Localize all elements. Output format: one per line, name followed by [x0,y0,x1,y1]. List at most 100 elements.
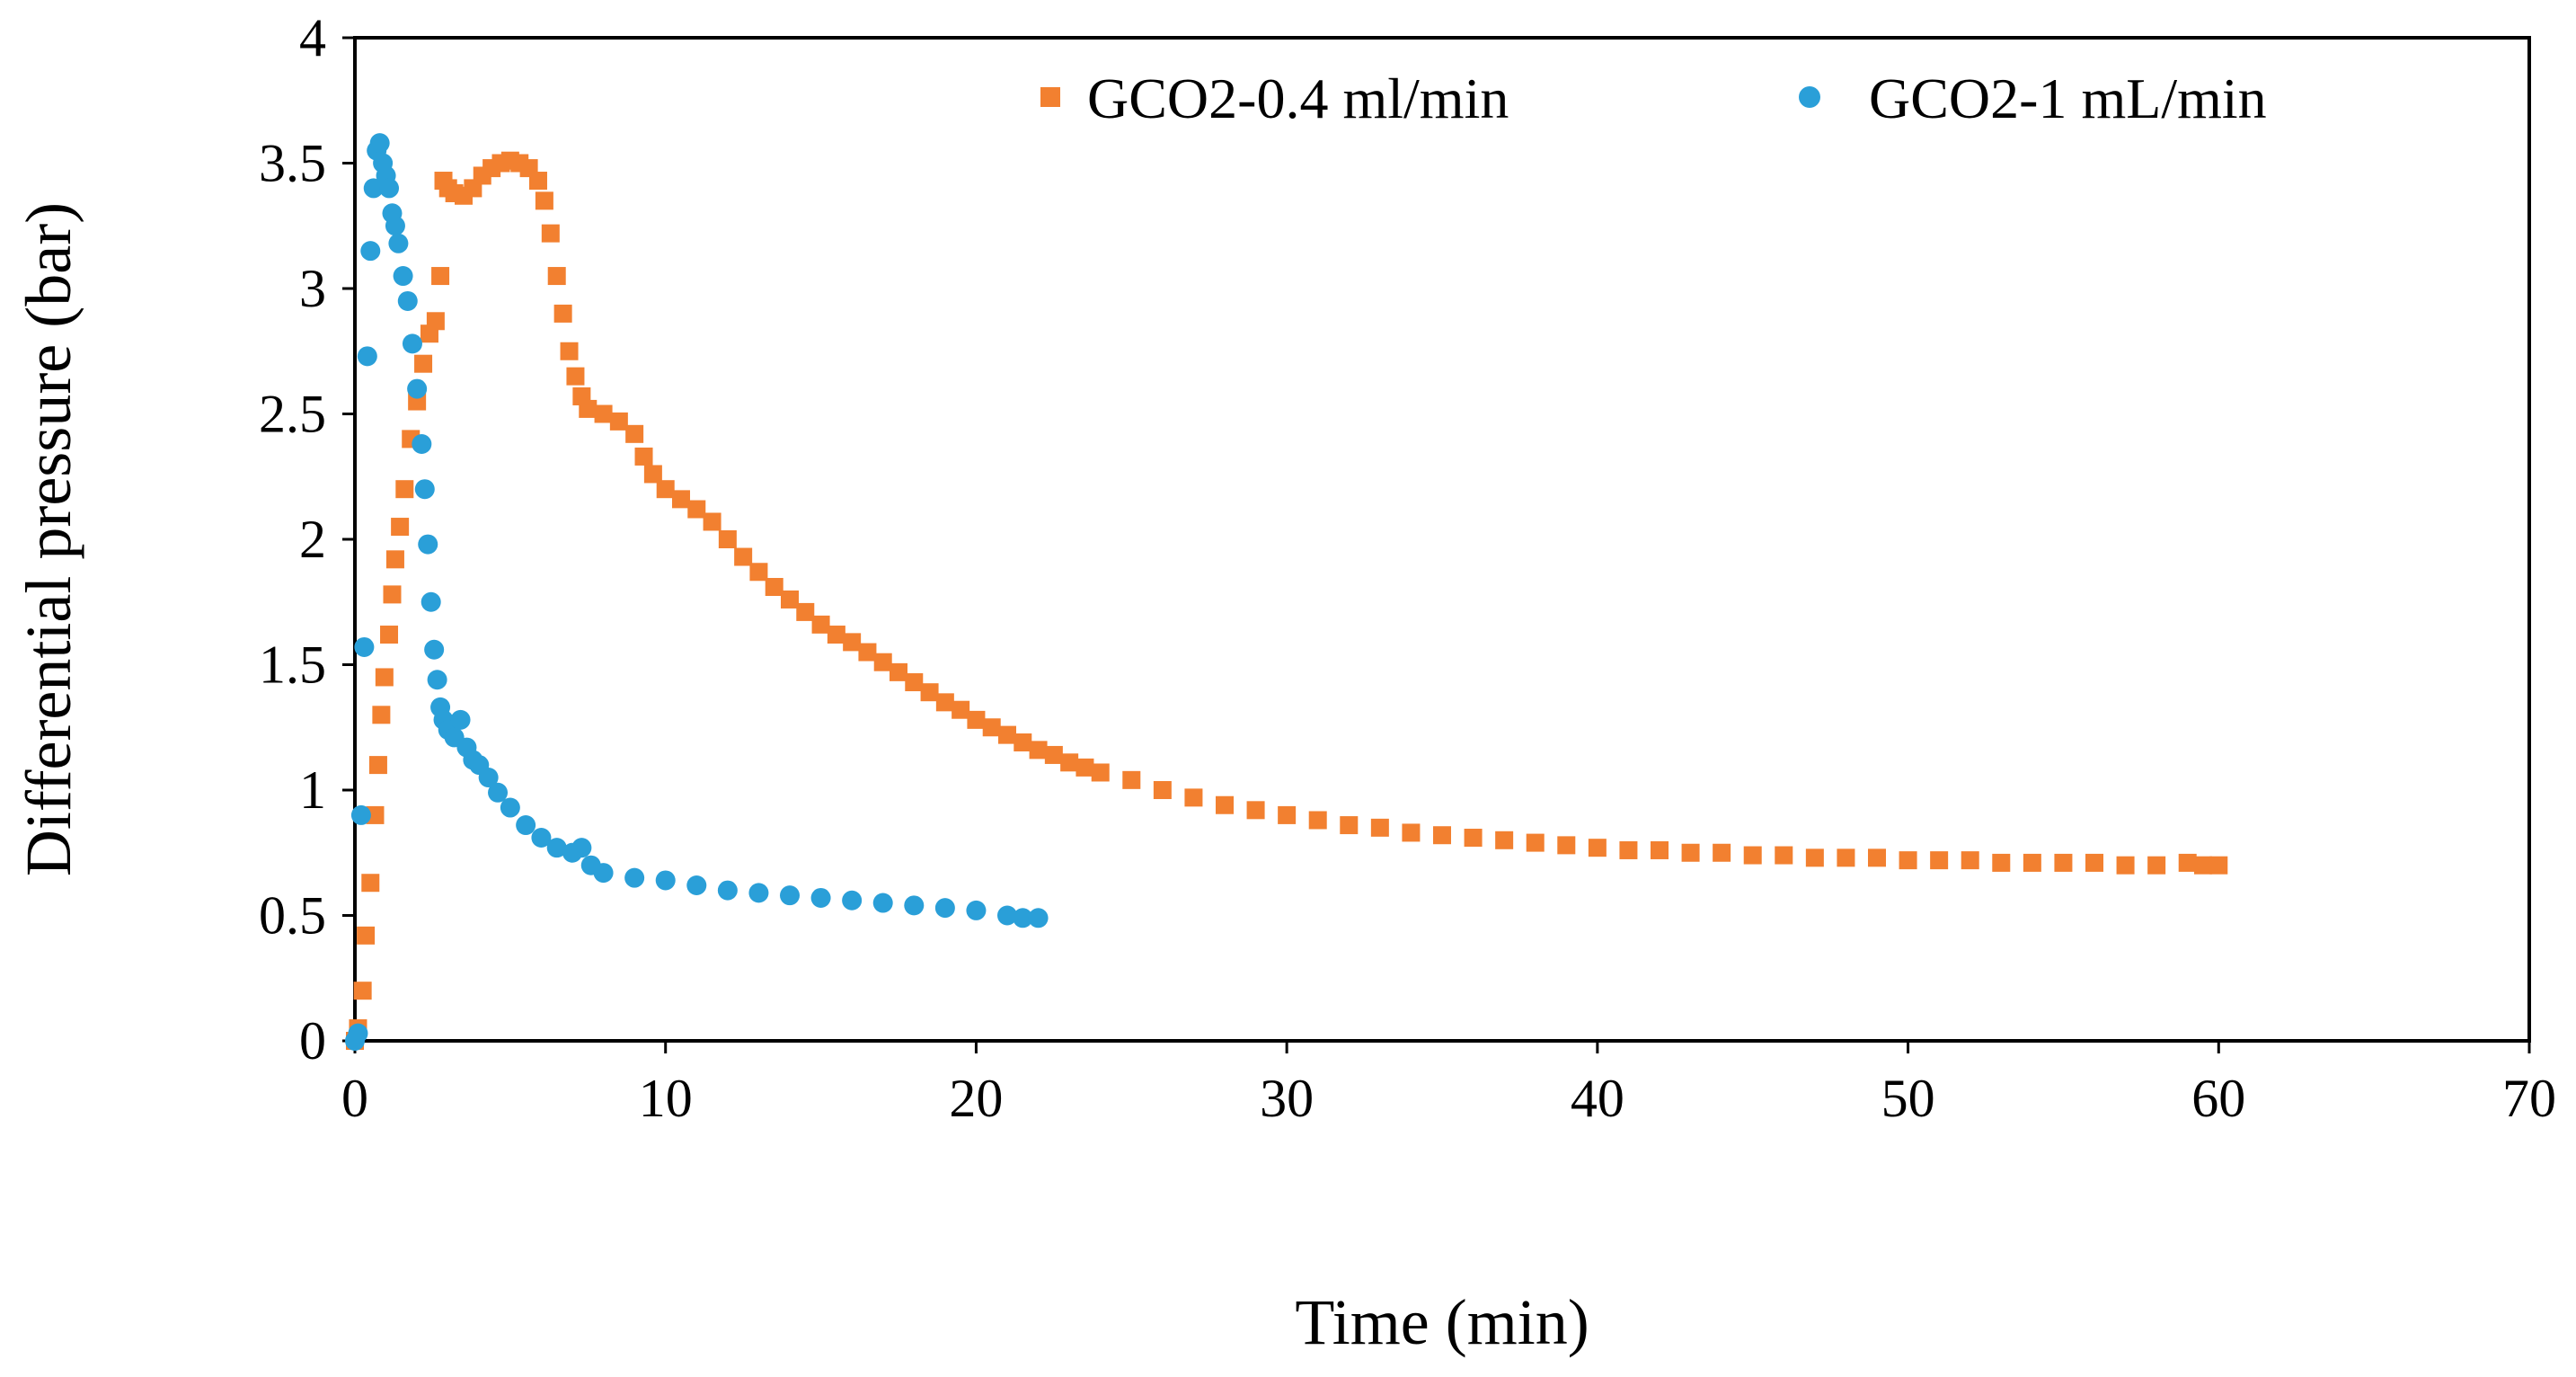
legend-label-series-2: GCO2-1 mL/min [1869,67,2267,130]
data-point [686,875,707,896]
data-point [904,895,925,916]
x-axis-title: Time (min) [1295,1286,1589,1358]
y-tick-label: 0 [299,1011,326,1071]
data-point [2054,853,2073,872]
data-point [920,683,939,702]
data-point [426,312,445,331]
data-point [1370,818,1389,837]
data-point [528,172,547,191]
data-point [796,602,815,621]
data-point [703,512,721,531]
data-point [363,178,384,199]
plot-area-frame [353,36,2531,1043]
data-point [717,880,738,901]
data-point [1122,770,1141,789]
data-point [1495,831,1514,849]
data-point [2178,853,2197,872]
data-point [780,885,800,906]
data-point [414,479,435,500]
data-point [609,412,628,431]
data-point [624,867,645,888]
x-tick-label: 50 [1881,1069,1935,1128]
data-point [1060,753,1079,772]
y-axis-title: Differential pressure (bar) [13,202,84,876]
legend-marker-series-2 [1799,86,1820,108]
data-point [1184,788,1203,807]
data-point [427,670,447,690]
data-point [1246,801,1265,820]
data-point [1868,848,1886,867]
data-point [905,673,924,692]
y-tick-label: 1.5 [259,635,326,695]
data-point [385,550,404,569]
data-point [488,782,509,803]
y-tick-label: 3.5 [259,134,326,193]
data-point [1464,829,1483,848]
data-point [1028,908,1049,928]
legend: GCO2-0.4 ml/min GCO2-1 mL/min [1040,67,2267,130]
data-point [765,578,783,597]
data-point [414,354,433,373]
axes-layer [353,36,2531,1043]
data-point [383,585,402,604]
data-point [1153,781,1172,799]
data-point [997,905,1017,926]
legend-marker-series-1 [1040,87,1060,107]
y-tick-label: 0.5 [259,886,326,946]
data-point [718,530,737,548]
data-point [1091,763,1110,782]
data-point [366,805,385,824]
data-point [872,893,893,913]
data-point [748,883,769,903]
data-point [553,304,572,323]
data-point [1557,836,1576,855]
data-point [1402,823,1421,842]
data-point [1076,758,1094,777]
data-point [380,626,399,644]
data-point [412,433,432,454]
data-point [982,718,1001,737]
data-point [500,797,520,818]
data-point [998,725,1016,744]
data-point [450,709,471,730]
series-1 [346,151,2228,1050]
data-point [2116,856,2135,875]
data-point [2209,856,2228,875]
data-point [579,399,598,418]
data-point [1619,840,1638,859]
x-tick-label: 0 [341,1069,368,1128]
data-point [388,233,409,253]
data-point [1433,826,1451,845]
data-point [2085,853,2103,872]
data-point [372,706,391,724]
data-point [385,216,405,236]
data-point [625,424,644,443]
data-point [1014,733,1032,751]
data-point [547,267,566,286]
series-2 [345,133,1049,1051]
data-point [1044,745,1063,764]
data-point [1775,846,1793,865]
data-point [354,636,375,657]
data-point [1992,853,2011,872]
data-point [810,887,831,908]
data-point [643,465,662,484]
data-point [1526,833,1545,852]
data-point [516,815,536,836]
data-point [1278,805,1297,824]
data-point [843,633,862,652]
data-point [560,342,579,360]
y-tick-label: 2 [299,510,326,569]
data-point [357,346,377,367]
data-point [1837,848,1855,867]
data-point [2147,856,2166,875]
data-point [952,700,970,719]
data-point [2023,853,2041,872]
data-point [375,668,394,687]
data-point [749,563,768,582]
data-point [1013,908,1033,928]
y-tick-label: 2.5 [259,385,326,444]
data-series-layer [345,133,2228,1051]
data-point [1216,795,1234,814]
